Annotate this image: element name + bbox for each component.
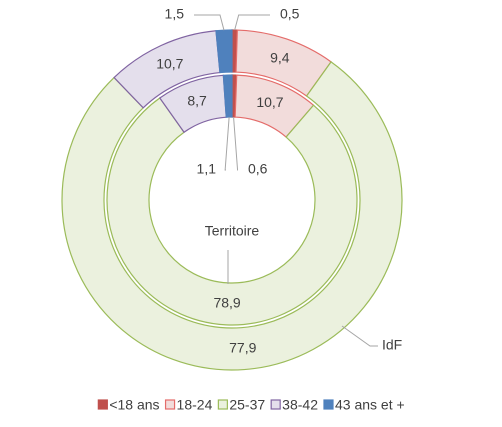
data-label: 8,7 [187,93,207,109]
data-label: 77,9 [229,339,256,355]
legend-swatch [164,399,176,410]
legend-label: 18-24 [177,397,213,413]
data-label: 78,9 [213,295,240,311]
leader-line [233,116,239,171]
legend-label: 38-42 [282,397,318,413]
data-label: 0,5 [280,6,300,22]
legend-label: 43 ans et + [335,397,405,413]
leader-line [224,117,230,171]
legend-label: 25-37 [229,397,265,413]
data-label: 10,7 [156,55,183,71]
legend-swatch [217,399,228,410]
ring-segment [106,97,358,326]
data-label: 1,1 [197,161,217,177]
ring-segment [222,74,233,118]
ring-label: Territoire [205,223,260,239]
data-label: 0,6 [248,161,268,177]
data-label: 9,4 [270,50,290,66]
legend-swatch [323,399,334,410]
ring-label: IdF [382,337,402,353]
leader-line [234,14,270,31]
leader-line [194,14,225,31]
legend-swatch [270,399,281,410]
ring-segment [61,61,403,371]
ring-segment [215,29,233,74]
data-label: 10,7 [256,94,283,110]
leader-line [341,325,378,347]
legend-swatch [97,399,108,410]
data-label: 1,5 [165,6,185,22]
legend-label: <18 ans [109,397,159,413]
